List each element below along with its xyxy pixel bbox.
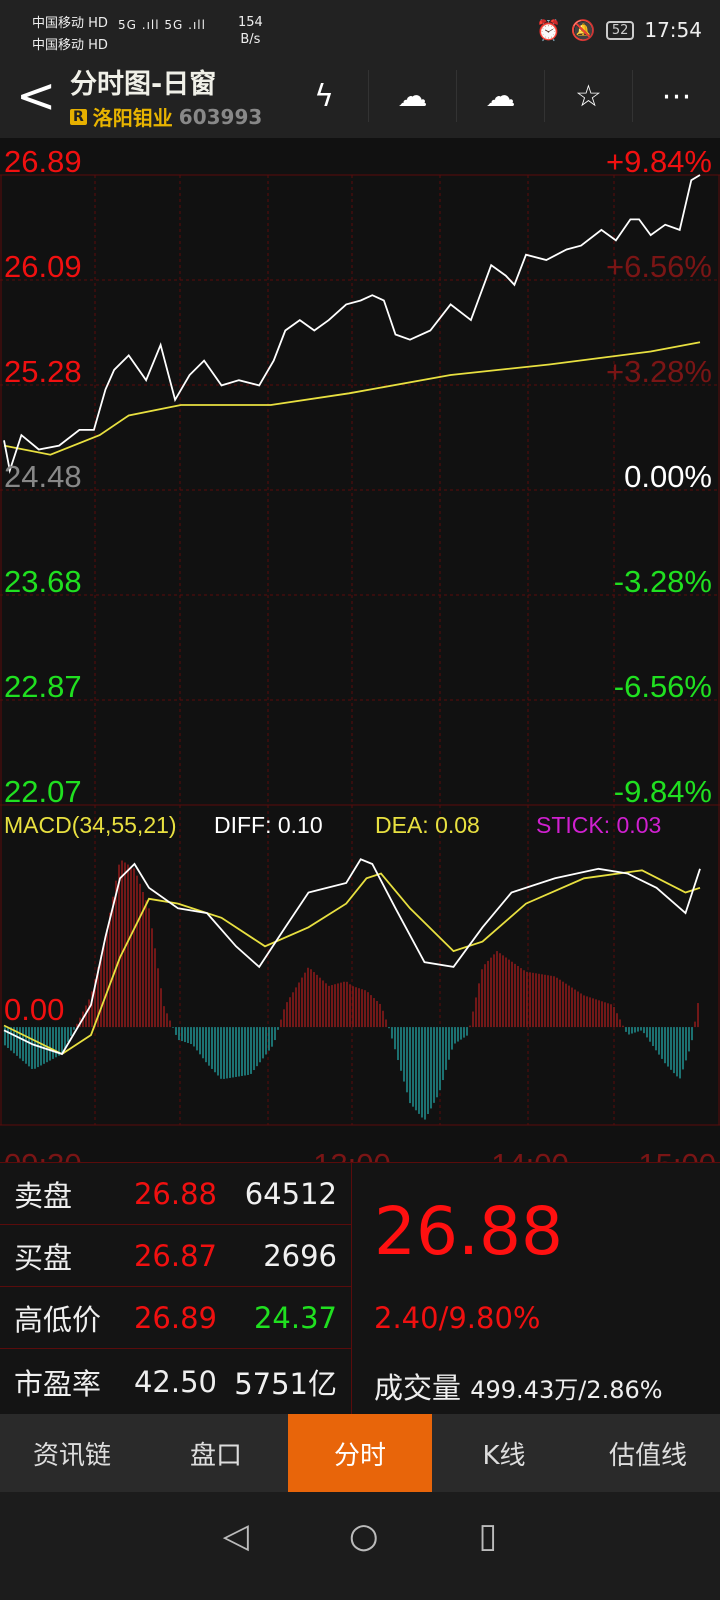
low-price: 24.37 bbox=[253, 1300, 337, 1335]
clock: 17:54 bbox=[644, 18, 702, 42]
cloud-lightning-icon[interactable]: ☁ bbox=[368, 70, 456, 122]
diff-line bbox=[3, 858, 701, 1056]
net-speed-value: 154 bbox=[238, 15, 263, 30]
price-label-2: 25.28 bbox=[4, 354, 82, 389]
bid-label: 买盘 bbox=[14, 1240, 73, 1275]
tab-valuation[interactable]: 估值线 bbox=[608, 1440, 687, 1471]
more-icon[interactable]: ⋯ bbox=[632, 70, 720, 122]
pct-label-2: +3.28% bbox=[606, 354, 712, 389]
chart-frame bbox=[0, 174, 720, 1126]
high-price: 26.89 bbox=[133, 1300, 217, 1335]
volume-value: 499.43万/2.86% bbox=[470, 1376, 663, 1404]
r-badge: R bbox=[70, 108, 87, 125]
macd-dea: DEA: 0.08 bbox=[375, 812, 480, 838]
tab-intraday[interactable]: 分时 bbox=[288, 1414, 432, 1492]
tab-kline[interactable]: K线 bbox=[482, 1440, 526, 1471]
time-label-2: 14:00 bbox=[491, 1147, 569, 1162]
mute-icon: 🔕 bbox=[570, 18, 596, 42]
pe-label: 市盈率 bbox=[14, 1367, 102, 1401]
nav-recent-icon[interactable]: ▯ bbox=[478, 1516, 498, 1556]
net-speed: 154 B/s bbox=[238, 14, 263, 48]
tab-news-chain[interactable]: 资讯链 bbox=[32, 1440, 111, 1471]
ask-row: 卖盘 26.88 64512 bbox=[0, 1163, 352, 1225]
bid-price: 26.87 bbox=[133, 1238, 217, 1273]
bottom-tabs: 资讯链 盘口 分时 K线 估值线 bbox=[0, 1414, 720, 1492]
dea-line bbox=[3, 869, 701, 1056]
pct-label-6: -9.84% bbox=[614, 774, 712, 809]
nav-home-icon[interactable]: ○ bbox=[348, 1516, 379, 1556]
market-cap: 5751亿 bbox=[234, 1367, 337, 1401]
ask-price: 26.88 bbox=[133, 1176, 217, 1211]
pct-label-0: +9.84% bbox=[606, 144, 712, 179]
macd-name: MACD(34,55,21) bbox=[4, 812, 177, 838]
stock-code: 603993 bbox=[178, 104, 263, 129]
star-icon[interactable]: ☆ bbox=[544, 70, 632, 122]
pct-label-1: +6.56% bbox=[606, 249, 712, 284]
stock-name: 洛阳钼业 bbox=[92, 106, 173, 130]
back-icon[interactable]: < bbox=[16, 68, 57, 124]
time-label-0: 09:30 bbox=[4, 1147, 82, 1162]
time-label-1: 13:00 bbox=[313, 1147, 391, 1162]
battery-icon: 52 bbox=[605, 20, 635, 40]
intraday-chart[interactable]: 26.89 26.09 25.28 24.48 23.68 22.87 22.0… bbox=[0, 138, 720, 1162]
price-label-6: 22.07 bbox=[4, 774, 82, 809]
price-label-4: 23.68 bbox=[4, 564, 82, 599]
price-label-0: 26.89 bbox=[4, 144, 82, 179]
cloud-sync-icon[interactable]: ☁ bbox=[456, 70, 544, 122]
pct-label-5: -6.56% bbox=[614, 669, 712, 704]
high-low-row: 高低价 26.89 24.37 bbox=[0, 1287, 352, 1349]
price-line bbox=[3, 174, 701, 474]
price-label-5: 22.87 bbox=[4, 669, 82, 704]
tab-order-book[interactable]: 盘口 bbox=[189, 1440, 242, 1471]
high-low-label: 高低价 bbox=[14, 1302, 102, 1337]
header: < 分时图-日窗 R 洛阳钼业 603993 ϟ ☁ ☁ ☆ ⋯ bbox=[0, 60, 720, 138]
signal-icon: 5G .ıll 5G .ıll bbox=[118, 18, 206, 32]
system-nav-bar: ◁ ○ ▯ bbox=[0, 1492, 720, 1600]
page-title: 分时图-日窗 bbox=[70, 69, 217, 100]
current-price: 26.88 bbox=[374, 1193, 563, 1270]
volume: 成交量 499.43万/2.86% bbox=[374, 1365, 663, 1407]
macd-zero-label: 0.00 bbox=[4, 992, 64, 1027]
ask-volume: 64512 bbox=[244, 1176, 337, 1211]
status-bar: 中国移动 HD 中国移动 HD 5G .ıll 5G .ıll 154 B/s ⏰… bbox=[0, 0, 720, 60]
time-label-3: 15:00 bbox=[638, 1147, 716, 1162]
pe-row: 市盈率 42.50 5751亿 bbox=[0, 1349, 352, 1415]
bid-volume: 2696 bbox=[263, 1238, 337, 1273]
average-price-line bbox=[3, 341, 701, 456]
price-change: 2.40/9.80% bbox=[374, 1301, 541, 1335]
price-label-1: 26.09 bbox=[4, 249, 82, 284]
net-speed-unit: B/s bbox=[240, 32, 261, 47]
pe-value: 42.50 bbox=[133, 1365, 217, 1399]
carrier-2: 中国移动 HD bbox=[32, 38, 108, 53]
macd-stick: STICK: 0.03 bbox=[536, 812, 661, 838]
ask-label: 卖盘 bbox=[14, 1178, 73, 1213]
alarm-icon: ⏰ bbox=[536, 18, 561, 42]
lightning-icon[interactable]: ϟ bbox=[314, 78, 334, 114]
pct-label-4: -3.28% bbox=[614, 564, 712, 599]
price-label-3: 24.48 bbox=[4, 459, 82, 494]
carrier-1: 中国移动 HD bbox=[32, 16, 108, 31]
macd-diff: DIFF: 0.10 bbox=[214, 812, 323, 838]
bid-row: 买盘 26.87 2696 bbox=[0, 1225, 352, 1287]
quote-panel: 卖盘 26.88 64512 买盘 26.87 2696 高低价 26.89 24.37 市… bbox=[0, 1162, 720, 1415]
volume-label: 成交量 bbox=[374, 1371, 462, 1405]
pct-label-3: 0.00% bbox=[624, 459, 712, 494]
nav-back-icon[interactable]: ◁ bbox=[222, 1516, 249, 1556]
